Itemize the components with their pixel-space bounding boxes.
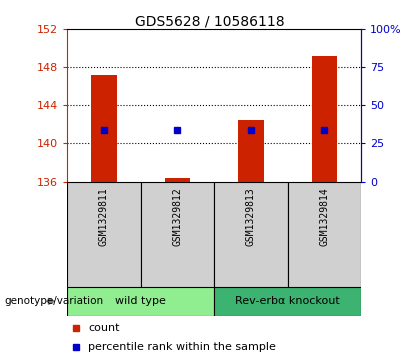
- Bar: [67, 287, 214, 316]
- Bar: [238, 119, 264, 182]
- Text: GDS5628 / 10586118: GDS5628 / 10586118: [135, 15, 285, 29]
- Bar: [165, 178, 190, 182]
- Bar: [288, 182, 361, 287]
- Text: GSM1329811: GSM1329811: [99, 187, 109, 245]
- Text: percentile rank within the sample: percentile rank within the sample: [88, 342, 276, 352]
- Text: Rev-erbα knockout: Rev-erbα knockout: [235, 296, 340, 306]
- Bar: [141, 182, 214, 287]
- Text: genotype/variation: genotype/variation: [4, 296, 103, 306]
- Text: GSM1329814: GSM1329814: [320, 187, 329, 245]
- Bar: [91, 75, 117, 182]
- Bar: [67, 182, 141, 287]
- Text: wild type: wild type: [115, 296, 166, 306]
- Text: GSM1329812: GSM1329812: [173, 187, 182, 245]
- Text: GSM1329813: GSM1329813: [246, 187, 256, 245]
- Text: count: count: [88, 323, 120, 333]
- Bar: [214, 182, 288, 287]
- Bar: [312, 56, 337, 182]
- Bar: [214, 287, 361, 316]
